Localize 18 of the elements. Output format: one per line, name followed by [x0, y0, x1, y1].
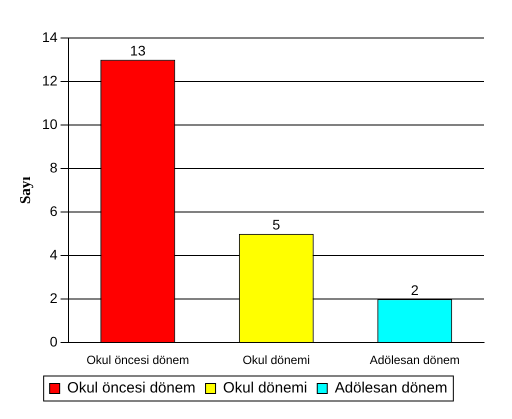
y-tick-label: 2 [50, 290, 58, 306]
x-tick-label: Okul öncesi dönem [86, 353, 190, 368]
data-label: 13 [130, 42, 146, 59]
legend-label: Okul dönemi [223, 380, 308, 397]
data-label: 5 [272, 216, 280, 233]
y-axis-title: Sayı [18, 176, 34, 204]
y-tick-label: 8 [50, 159, 58, 176]
y-tick-label: 14 [42, 28, 58, 45]
y-tick-label: 4 [50, 246, 58, 262]
x-tick-label: Okul dönemi [242, 353, 310, 368]
y-tick-label: 0 [50, 333, 58, 350]
y-tick-label: 6 [50, 202, 58, 219]
legend-label: Adölesan dönem [334, 380, 448, 397]
y-tick-label: 10 [42, 116, 58, 132]
data-label: 2 [410, 282, 419, 298]
x-tick-label: Adölesan dönem [370, 353, 460, 368]
y-tick-label: 12 [42, 72, 58, 88]
legend-label: Okul öncesi dönem [67, 380, 196, 397]
